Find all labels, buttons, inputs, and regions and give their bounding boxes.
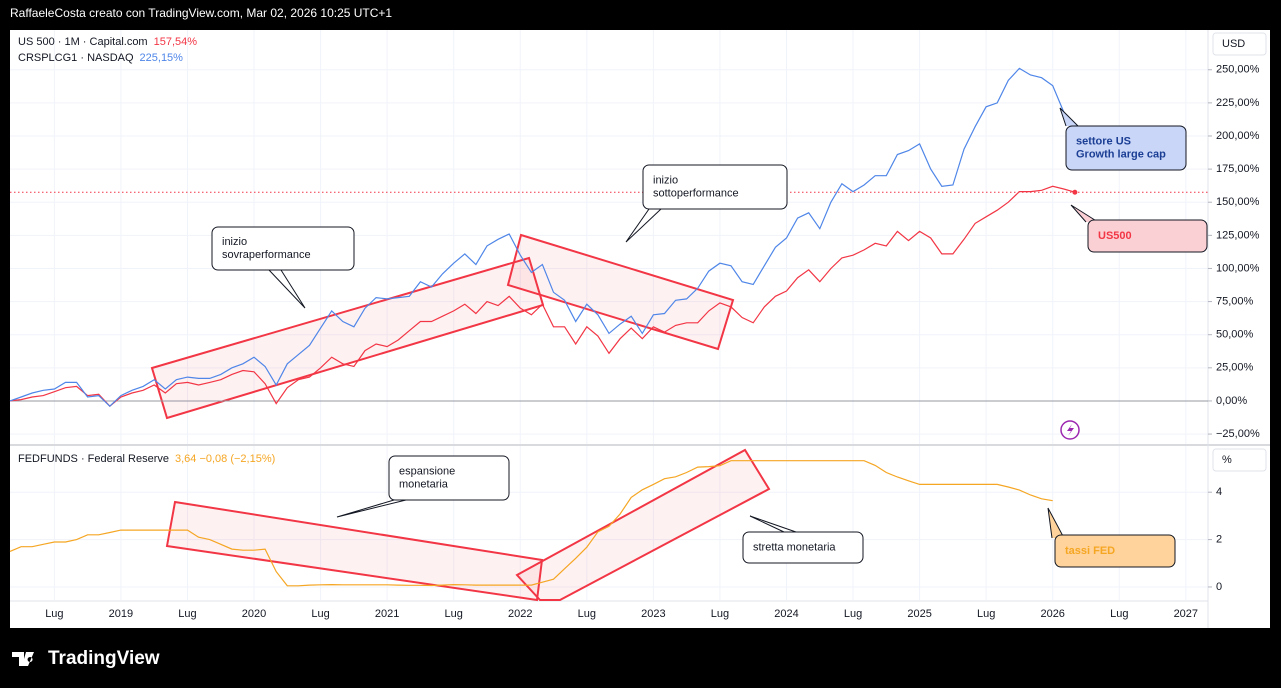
legend-value: 225,15%	[140, 52, 184, 64]
y-tick-label: 75,00%	[1216, 295, 1254, 307]
y-tick-label: 4	[1216, 486, 1222, 498]
callout-pointer	[336, 499, 407, 518]
unit-label: %	[1222, 454, 1232, 466]
x-tick-label: Lug	[311, 608, 329, 620]
logo-mark	[12, 652, 34, 666]
callout-pointer	[1059, 107, 1079, 127]
legend-name: CRSPLCG1 · NASDAQ	[18, 52, 134, 64]
channels	[150, 233, 771, 602]
callout-text: sovraperformance	[222, 249, 311, 261]
callout-text: inizio	[653, 174, 678, 186]
series-line	[9, 460, 1053, 587]
alert-icon-bolt	[1067, 424, 1074, 436]
callout-text: monetaria	[399, 478, 449, 490]
callout-box	[1054, 534, 1176, 568]
y-tick-label: 50,00%	[1216, 329, 1254, 341]
y-tick-label: 0,00%	[1216, 395, 1247, 407]
series-line	[9, 185, 1076, 408]
callout-text: US500	[1098, 230, 1132, 242]
x-tick-label: Lug	[45, 608, 63, 620]
callout: tassi FED	[1047, 507, 1176, 568]
legend-value: 3,64 −0,08 (−2,15%)	[175, 453, 275, 465]
x-tick-label: 2020	[242, 608, 266, 620]
legend-name: FEDFUNDS · Federal Reserve	[18, 453, 169, 465]
callout-box	[211, 226, 355, 271]
unit-label: USD	[1222, 38, 1245, 50]
legend-value: 157,54%	[154, 36, 198, 48]
y-tick-label: 0	[1216, 581, 1222, 593]
x-tick-label: Lug	[844, 608, 862, 620]
callout-text: espansione	[399, 465, 455, 477]
channel-box	[165, 500, 544, 602]
callout-pointer	[268, 269, 306, 309]
callout-box	[1065, 125, 1187, 171]
logo: TradingView	[12, 648, 160, 669]
y-tick-label: 150,00%	[1216, 196, 1260, 208]
x-tick-label: 2027	[1174, 608, 1198, 620]
callout-pointer	[749, 515, 797, 533]
callout-text: settore US	[1076, 135, 1131, 147]
callout: US500	[1070, 204, 1208, 253]
y-tick-label: 25,00%	[1216, 362, 1254, 374]
x-tick-label: Lug	[178, 608, 196, 620]
callout: stretta monetaria	[742, 515, 864, 564]
x-tick-label: Lug	[445, 608, 463, 620]
last-value-dot	[1072, 189, 1078, 195]
callout-box	[642, 164, 788, 210]
callout-text: stretta monetaria	[753, 541, 836, 553]
unit-box	[1212, 32, 1267, 56]
callout-pointer	[1070, 204, 1099, 223]
icon	[1060, 420, 1080, 440]
callout-box	[1087, 219, 1208, 253]
x-tick-label: 2023	[641, 608, 665, 620]
callout-text: inizio	[222, 236, 247, 248]
x-tick-label: 2025	[907, 608, 931, 620]
x-tick-label: 2019	[109, 608, 133, 620]
x-tick-label: 2024	[774, 608, 798, 620]
channel-box	[515, 448, 771, 601]
x-tick-label: 2022	[508, 608, 532, 620]
x-tick-label: 2026	[1040, 608, 1064, 620]
callout-text: Growth large cap	[1076, 148, 1166, 160]
callout-text: sottoperformance	[653, 187, 739, 199]
x-tick-label: Lug	[578, 608, 596, 620]
legend-name: US 500 · 1M · Capital.com	[18, 36, 148, 48]
x-tick-label: Lug	[1110, 608, 1128, 620]
x-tick-label: Lug	[711, 608, 729, 620]
y-tick-label: 175,00%	[1216, 163, 1260, 175]
callout-box	[388, 455, 510, 501]
callout-pointer	[625, 208, 662, 243]
logo-text: TradingView	[48, 648, 160, 669]
callout-text: tassi FED	[1065, 545, 1115, 557]
x-tick-label: Lug	[977, 608, 995, 620]
y-tick-label: 200,00%	[1216, 130, 1260, 142]
series-line	[9, 67, 1065, 408]
y-tick-label: −25,00%	[1216, 428, 1260, 440]
y-tick-label: 125,00%	[1216, 229, 1260, 241]
callout-box	[742, 531, 864, 564]
channel-box	[506, 233, 735, 351]
y-tick-label: 100,00%	[1216, 262, 1260, 274]
x-tick-label: 2021	[375, 608, 399, 620]
header-title: RaffaeleCosta creato con TradingView.com…	[10, 6, 392, 20]
y-tick-label: 2	[1216, 533, 1222, 545]
unit-box	[1212, 448, 1267, 472]
y-tick-label: 250,00%	[1216, 64, 1260, 76]
callout-pointer	[1047, 507, 1065, 539]
alert-icon	[1060, 420, 1080, 440]
y-tick-label: 225,00%	[1216, 97, 1260, 109]
